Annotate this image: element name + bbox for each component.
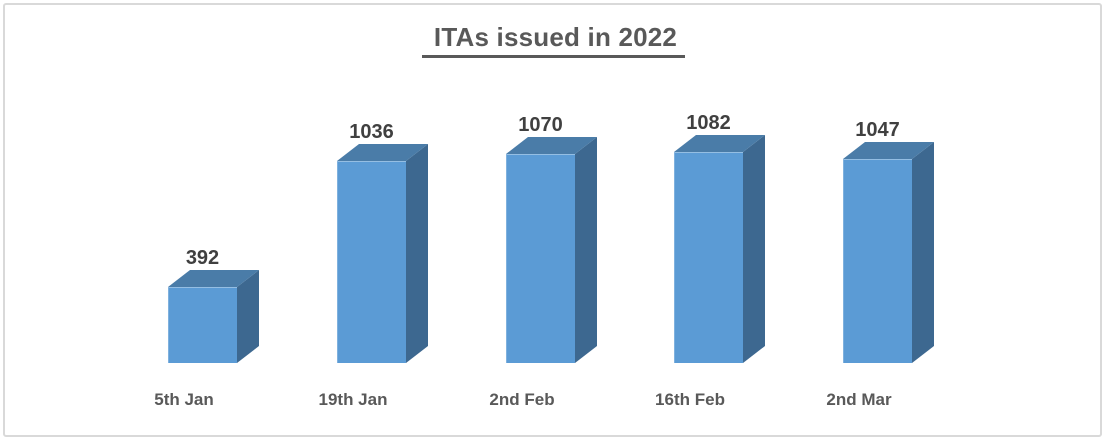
bar-value-label: 1082 [686, 112, 731, 134]
bar-front-face [674, 152, 743, 363]
bar-value-label: 1036 [349, 121, 394, 143]
bar-value-label: 1070 [518, 114, 563, 136]
bar-side-face [406, 144, 428, 363]
bar-side-face [743, 135, 765, 363]
chart-title-row: ITAs issued in 2022 [0, 21, 1107, 58]
category-axis-label: 19th Jan [318, 390, 388, 409]
category-axis-label: 2nd Feb [489, 390, 555, 409]
bar-front-face [506, 154, 575, 363]
bar-front-face [337, 161, 406, 363]
bar-side-face [575, 137, 597, 363]
bar-value-label: 392 [185, 247, 220, 269]
bar-value-label: 1047 [855, 119, 900, 141]
category-axis-label: 16th Feb [655, 390, 725, 409]
category-axis-label: 2nd Mar [826, 390, 892, 409]
bar-front-face [168, 287, 237, 363]
bar-side-face [912, 142, 934, 363]
category-axis-label: 5th Jan [154, 390, 214, 409]
chart-title: ITAs issued in 2022 [421, 21, 686, 58]
bar-front-face [843, 159, 912, 363]
